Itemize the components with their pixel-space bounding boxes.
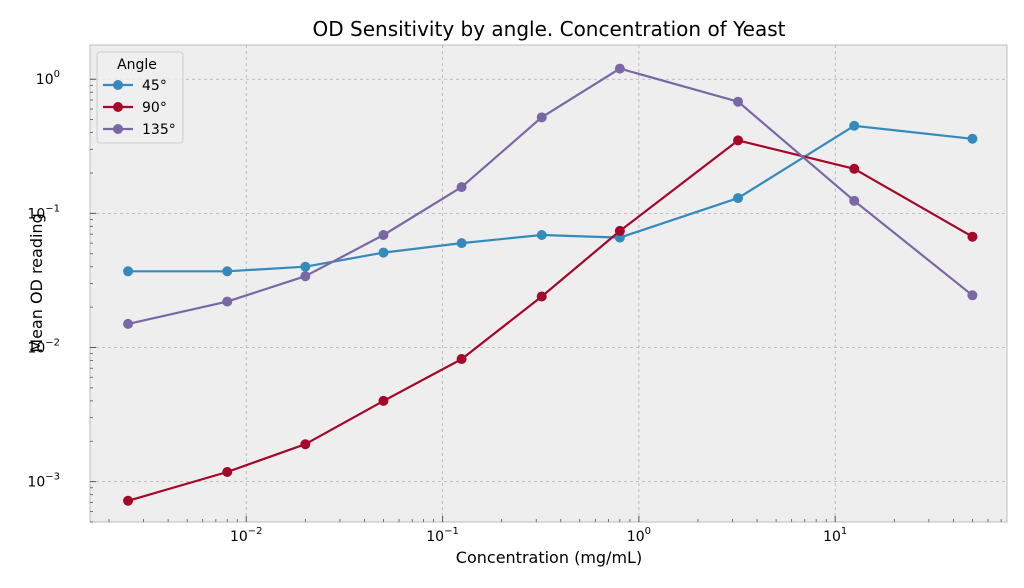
data-point <box>456 354 467 365</box>
data-point <box>222 466 233 477</box>
plot-area <box>90 45 1007 522</box>
series-3 <box>123 63 978 329</box>
data-point <box>378 229 389 240</box>
data-point <box>456 182 467 193</box>
y-tick-label: 10−3 <box>27 472 60 491</box>
legend-label: 45° <box>142 78 167 94</box>
data-point <box>967 133 978 144</box>
legend-label: 90° <box>142 100 167 116</box>
legend-item: 135° <box>103 122 176 138</box>
x-tick-label: 100 <box>627 526 651 545</box>
data-point <box>536 229 547 240</box>
x-tick-label: 101 <box>823 526 847 545</box>
data-point <box>123 495 134 506</box>
chart-title: OD Sensitivity by angle. Concentration o… <box>313 17 786 41</box>
data-point <box>967 290 978 301</box>
series-layer <box>123 63 978 506</box>
legend-label: 135° <box>142 122 176 138</box>
x-tick-label: 10−1 <box>426 526 459 545</box>
legend-title: Angle <box>117 57 157 73</box>
x-axis-label: Concentration (mg/mL) <box>456 548 642 567</box>
data-point <box>733 193 744 204</box>
series-line <box>128 124 973 273</box>
x-tick-label: 10−2 <box>230 526 263 545</box>
series-line <box>127 67 974 325</box>
data-point <box>536 291 547 302</box>
legend-swatch-marker <box>113 124 123 134</box>
data-point <box>849 195 860 206</box>
legend-item: 45° <box>103 78 167 94</box>
data-point <box>300 271 311 282</box>
legend-box <box>96 51 184 144</box>
y-axis-label: Mean OD reading <box>27 213 46 352</box>
data-point <box>456 238 467 249</box>
data-point <box>378 395 389 406</box>
data-point <box>733 96 744 107</box>
y-tick-label: 10−1 <box>27 203 60 222</box>
data-point <box>123 266 134 277</box>
data-point <box>849 120 860 131</box>
legend-swatch-marker <box>113 80 123 90</box>
series-1 <box>123 120 978 277</box>
series-2 <box>123 135 978 506</box>
data-point <box>536 112 547 123</box>
y-tick-label: 100 <box>36 69 60 88</box>
data-point <box>733 135 744 146</box>
data-point <box>378 247 389 258</box>
data-point <box>300 439 311 450</box>
series-line <box>127 139 973 502</box>
data-point <box>614 225 625 236</box>
data-point <box>849 163 860 174</box>
legend: Angle 45° 90° 135° <box>96 51 184 144</box>
legend-swatch-marker <box>113 102 123 112</box>
axis-ticks: 10−2 10−1 100 101 10−3 10−2 10−1 100 <box>27 69 1002 545</box>
data-point <box>222 296 233 307</box>
data-point <box>222 266 233 277</box>
data-point <box>614 63 625 74</box>
grid-lines <box>90 45 1007 522</box>
legend-item: 90° <box>103 100 167 116</box>
data-point <box>123 318 134 329</box>
data-point <box>967 231 978 242</box>
y-tick-label: 10−2 <box>27 337 60 356</box>
data-point <box>300 261 311 272</box>
